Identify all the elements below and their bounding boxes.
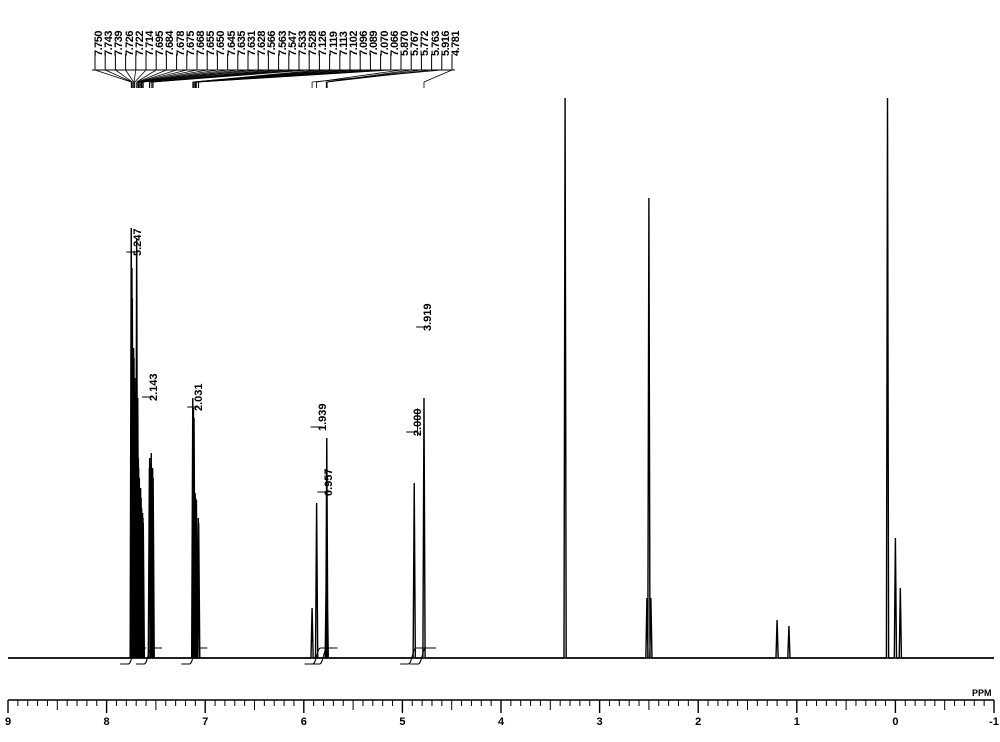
axis-tick-label: 0 [892, 716, 898, 728]
integral-label: 2.000 [412, 408, 424, 436]
integral-label: 0.957 [323, 468, 335, 496]
integral-label: 1.939 [317, 403, 329, 431]
peak-ppm-label: 4.781 [450, 31, 462, 56]
integral-label: 3.919 [422, 303, 434, 331]
axis-tick-label: 1 [794, 716, 800, 728]
spectrum-svg [0, 0, 1000, 742]
axis-tick-label: 8 [104, 716, 110, 728]
axis-tick-label: 4 [498, 716, 504, 728]
axis-tick-label: 9 [5, 716, 11, 728]
axis-tick-label: -1 [989, 716, 999, 728]
axis-unit-label: PPM [972, 688, 992, 698]
axis-tick-label: 7 [202, 716, 208, 728]
axis-tick-label: 5 [399, 716, 405, 728]
nmr-spectrum-chart: 7.7507.7437.7397.7267.7227.7147.6957.684… [0, 0, 1000, 742]
axis-tick-label: 2 [695, 716, 701, 728]
integral-label: 5.247 [132, 228, 144, 256]
axis-tick-label: 6 [301, 716, 307, 728]
axis-tick-label: 3 [597, 716, 603, 728]
integral-label: 2.031 [193, 383, 205, 411]
integral-label: 2.143 [148, 373, 160, 401]
